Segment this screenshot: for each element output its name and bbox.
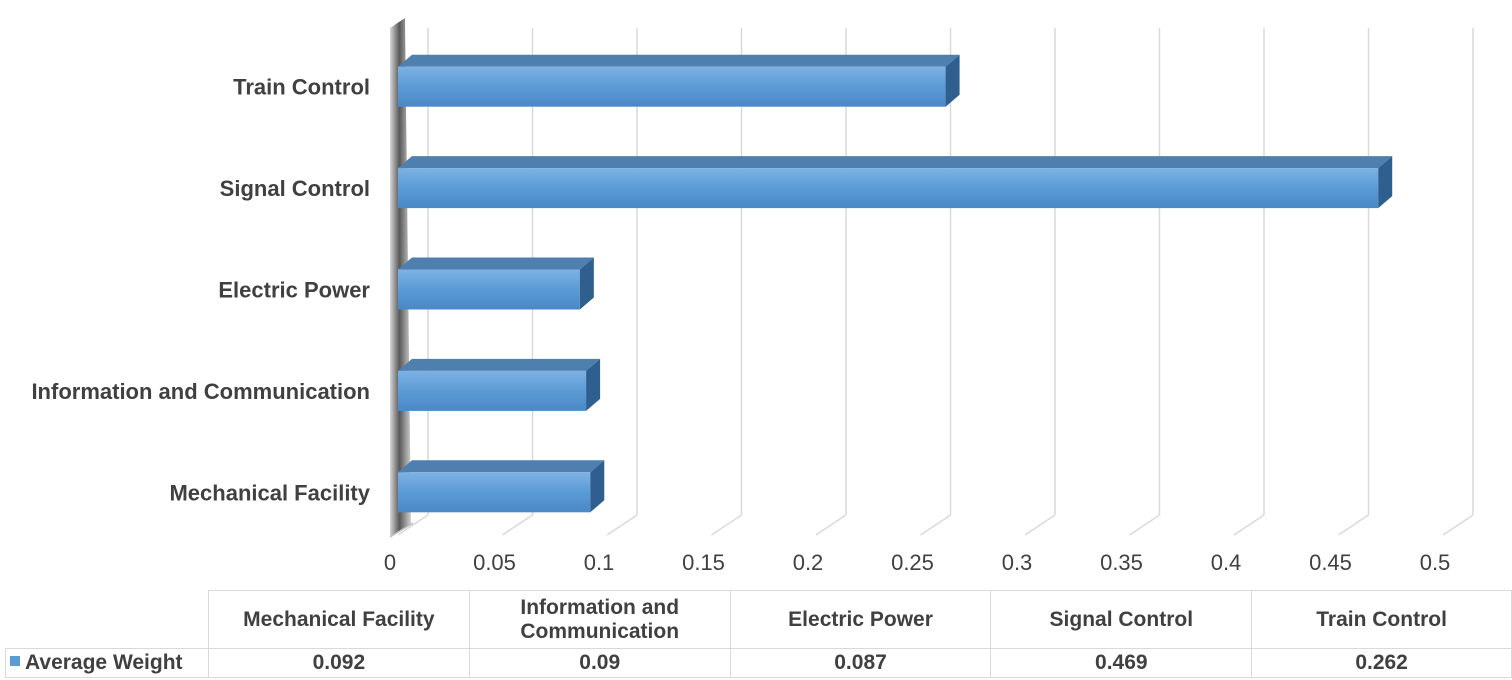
data-table-corner	[5, 590, 209, 649]
gridline-floor	[711, 514, 742, 536]
bar	[398, 472, 591, 513]
data-table-value-cell: 0.469	[990, 648, 1253, 678]
x-tick-label: 0	[384, 550, 396, 575]
x-tick-label: 0.35	[1100, 550, 1143, 575]
category-label: Train Control	[233, 75, 370, 100]
bar-top-face	[398, 358, 601, 371]
category-label: Information and Communication	[31, 379, 370, 404]
data-table-value-row: Average Weight 0.092 0.09 0.087 0.469 0.…	[5, 648, 1512, 678]
bar-end-face	[1378, 156, 1393, 209]
gridline-floor	[502, 514, 533, 536]
bar-top-face	[398, 460, 605, 473]
data-table: Mechanical Facility Information and Comm…	[5, 590, 1512, 678]
x-tick-labels: 0 0.05 0.1 0.15 0.2 0.25 0.3 0.35 0.4 0.45 0.5	[384, 550, 1450, 575]
gridline-floor	[1129, 514, 1160, 536]
bar-end-face	[579, 257, 594, 310]
data-table-header-cell: Information and Communication	[468, 590, 731, 649]
bar	[398, 370, 587, 411]
x-tick-label: 0.4	[1211, 550, 1242, 575]
gridline-floor	[397, 514, 429, 536]
bar-chart: Mechanical Facility Information and Commu…	[31, 18, 1474, 575]
legend-key	[10, 656, 20, 667]
gridline-floor	[815, 514, 847, 536]
bar	[398, 168, 1379, 209]
bar	[398, 269, 580, 310]
data-table-value-cell: 0.262	[1251, 648, 1512, 678]
gridline-floor	[1442, 514, 1474, 536]
category-labels: Mechanical Facility Information and Commu…	[31, 75, 370, 506]
x-tick-label: 0.45	[1309, 550, 1352, 575]
data-table-value-cell: 0.09	[468, 648, 731, 678]
data-table-value-cell: 0.092	[207, 648, 470, 678]
bar-end-face	[590, 460, 605, 513]
legend-entry: Average Weight	[5, 648, 209, 678]
series-name: Average Weight	[25, 651, 183, 674]
data-table-header-cell: Electric Power	[729, 590, 992, 649]
bar-top-face	[398, 156, 1393, 169]
data-table-header-cell: Mechanical Facility	[207, 590, 470, 649]
category-label: Electric Power	[218, 278, 370, 303]
bar-end-face	[586, 358, 601, 411]
x-tick-label: 0.5	[1420, 550, 1451, 575]
x-tick-label: 0.05	[473, 550, 516, 575]
gridline-floor	[1233, 514, 1265, 536]
bar	[398, 66, 946, 107]
category-label: Mechanical Facility	[169, 480, 370, 505]
data-table-header-row: Mechanical Facility Information and Comm…	[5, 590, 1512, 649]
x-tick-label: 0.2	[793, 550, 824, 575]
gridline-floor	[1338, 514, 1369, 536]
gridline-floor	[920, 514, 951, 536]
gridline-floor	[606, 514, 638, 536]
x-tick-label: 0.3	[1002, 550, 1033, 575]
data-table-header-cell: Signal Control	[990, 590, 1253, 649]
bar-top-face	[398, 54, 960, 67]
gridlines	[397, 28, 1474, 536]
bars	[398, 54, 1393, 513]
data-table-header-cell: Train Control	[1251, 590, 1512, 649]
x-tick-label: 0.1	[584, 550, 615, 575]
x-tick-label: 0.25	[891, 550, 934, 575]
data-table-value-cell: 0.087	[729, 648, 992, 678]
x-tick-label: 0.15	[682, 550, 725, 575]
bar-end-face	[945, 54, 960, 107]
bar-top-face	[398, 257, 594, 270]
gridline-floor	[1024, 514, 1056, 536]
category-label: Signal Control	[220, 176, 370, 201]
floor-edge	[389, 522, 414, 538]
